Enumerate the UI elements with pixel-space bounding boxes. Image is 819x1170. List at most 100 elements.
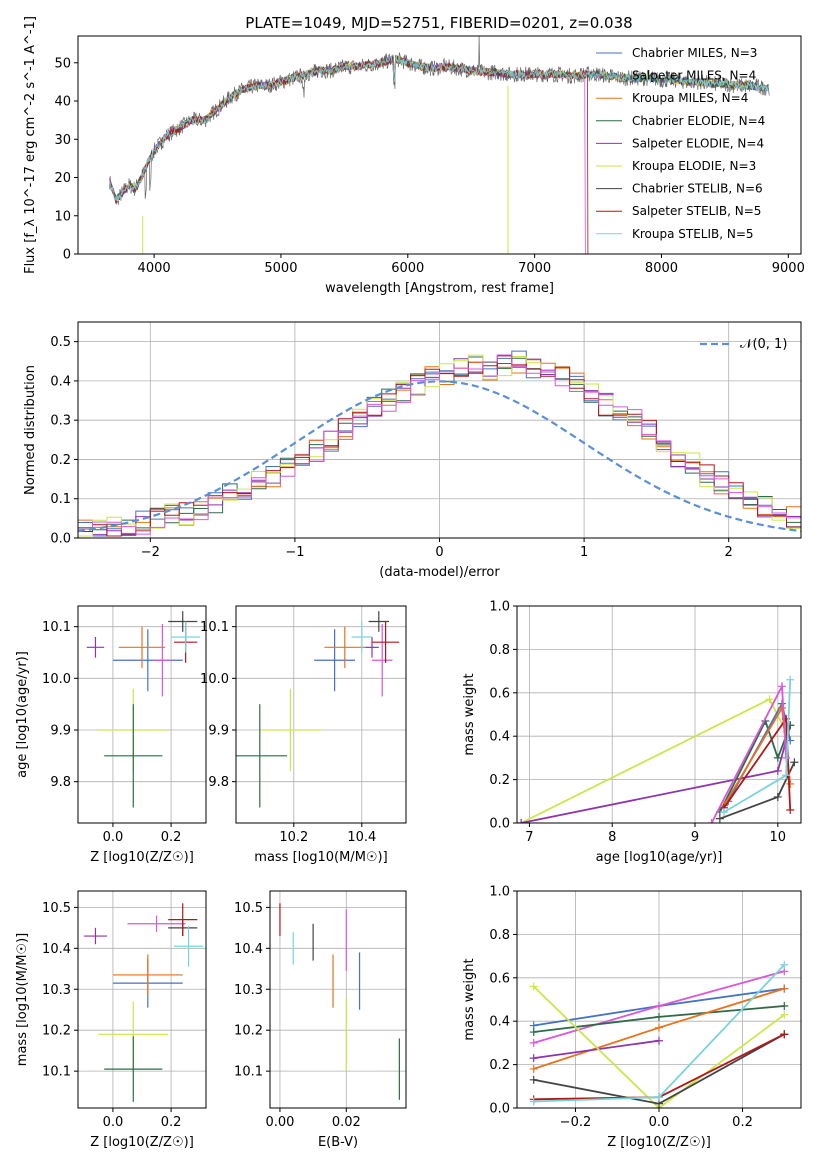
weight-marker (780, 1002, 789, 1011)
y-tick-label: 40 (54, 95, 71, 110)
model-spectrum-line (109, 55, 586, 254)
y-tick-label: 0.3 (50, 414, 71, 429)
legend-entry: Salpeter ELODIE, N=4 (632, 136, 764, 150)
weight-marker (782, 771, 791, 780)
y-axis-label: mass weight (462, 673, 477, 755)
y-tick-label: 50 (54, 56, 71, 71)
x-tick-label: 1 (580, 545, 588, 560)
y-tick-label: 0.4 (50, 374, 71, 389)
errorbar-point (127, 915, 186, 932)
y-axis-label: mass [log10(M/M☉)] (15, 933, 30, 1066)
grid (78, 322, 801, 539)
x-tick-label: −2 (141, 545, 160, 560)
x-tick-label: 8 (608, 830, 616, 845)
weight-marker (655, 1012, 663, 1021)
weight-line (533, 1039, 660, 1059)
y-tick-label: 0 (63, 248, 71, 263)
y-tick-label: 0.8 (489, 643, 510, 658)
y-axis-label: age [log10(age/yr)] (15, 651, 30, 778)
errorbar-point (324, 626, 366, 668)
y-tick-label: 10.2 (42, 1024, 71, 1039)
x-tick-label: 6000 (391, 261, 424, 276)
age_vs_Z-panel: 0.0 0.2 9.8 9.9 10.0 10.1 Z [log10(Z/Z☉)] age [… (15, 605, 207, 865)
y-tick-label: 0.0 (50, 532, 71, 547)
y-tick-label: 0.4 (489, 1015, 510, 1030)
weight-marker (529, 1028, 538, 1037)
errorbar-point (365, 637, 379, 658)
x-axis-label: E(B-V) (318, 1135, 358, 1150)
y-tick-label: 10.0 (200, 672, 229, 687)
x-tick-label: 2 (725, 545, 733, 560)
y-tick-label: 10.1 (234, 1065, 263, 1080)
errorbar-point (168, 903, 198, 937)
weight-marker (790, 758, 799, 767)
model-spectrum-line (109, 55, 769, 202)
y-tick-label: 30 (54, 133, 71, 148)
y-tick-label: 0.6 (489, 686, 510, 701)
legend-entry: Kroupa MILES, N=4 (632, 91, 748, 105)
x-tick-label: 0.2 (732, 1115, 753, 1130)
model-spectrum-line (109, 57, 589, 254)
y-tick-label: 10.0 (42, 672, 71, 687)
weight-marker (529, 982, 538, 991)
legend-entry: Kroupa STELIB, N=5 (632, 227, 754, 241)
errorbar-point (171, 621, 201, 653)
weight-lines (529, 960, 789, 1108)
weight-marker (765, 695, 774, 704)
y-tick-label: 9.8 (50, 775, 71, 790)
residuals-panel: −2 −1 0 1 2 0.0 0.1 0.2 0.3 0.4 0.5 (data-model)/er… (23, 321, 802, 580)
x-tick-label: 7 (525, 830, 533, 845)
errorbar-point (314, 629, 355, 692)
grid (236, 606, 406, 823)
errorbar-point (104, 1036, 163, 1102)
legend-entry: 𝒩(0, 1) (740, 337, 787, 352)
x-tick-label: 10.2 (279, 830, 308, 845)
weight-marker (529, 1054, 538, 1063)
legend-entry: Chabrier ELODIE, N=4 (632, 114, 765, 128)
weight-marker (517, 819, 526, 823)
weight_vs_Z-panel: −0.2 0.0 0.2 0.0 0.2 0.4 0.6 0.8 1.0 Z [log10(Z/Z… (462, 885, 802, 1150)
y-tick-label: 9.8 (208, 775, 229, 790)
errorbar-point (83, 927, 108, 945)
x-axis-label: age [log10(age/yr)] (596, 850, 723, 865)
weight-marker (529, 1075, 538, 1084)
weight-marker (780, 984, 789, 993)
weight-marker (655, 1093, 663, 1102)
x-tick-label: 9 (691, 830, 699, 845)
weight-marker (780, 1010, 789, 1019)
y-tick-label: 10.4 (234, 942, 263, 957)
weight-marker (715, 814, 724, 823)
weight-marker (529, 1064, 538, 1073)
weight_vs_age-panel: 7 8 9 10 0.0 0.2 0.4 0.6 0.8 1.0 age [log10(age/yr… (462, 600, 802, 865)
weight-marker (780, 1030, 789, 1039)
axes-frame (516, 605, 802, 824)
weight-marker (719, 808, 728, 817)
weight-marker (777, 703, 786, 712)
y-tick-label: 20 (54, 171, 71, 186)
weight-marker (655, 1023, 663, 1032)
grid (517, 890, 801, 1109)
y-tick-label: 0.2 (50, 453, 71, 468)
y-tick-label: 9.9 (208, 724, 229, 739)
x-tick-label: 0.2 (161, 830, 182, 845)
weight-line (727, 701, 792, 802)
weight-marker (780, 960, 789, 969)
y-tick-label: 10.4 (42, 942, 71, 957)
legend-entry: Salpeter STELIB, N=5 (632, 204, 761, 218)
y-tick-label: 9.9 (50, 724, 71, 739)
spectrum-lines (109, 36, 770, 254)
x-axis-label: Z [log10(Z/Z☉)] (90, 850, 194, 865)
y-tick-label: 0.2 (489, 773, 510, 788)
weight-marker (655, 1002, 663, 1011)
y-tick-label: 0.5 (50, 335, 71, 350)
legend-entry: Salpeter MILES, N=4 (632, 69, 756, 83)
errorbar-point (351, 621, 372, 653)
y-tick-label: 10.3 (234, 983, 263, 998)
y-tick-label: 10 (54, 209, 71, 224)
errorbars (86, 611, 201, 808)
y-tick-label: 1.0 (489, 600, 510, 615)
weight-marker (773, 766, 782, 775)
mass_vs_ebv-panel: 0.00 0.02 10.1 10.2 10.3 10.4 10.5 E(B-V) (234, 890, 407, 1150)
errorbar-point (168, 611, 198, 632)
y-tick-label: 0.8 (489, 928, 510, 943)
